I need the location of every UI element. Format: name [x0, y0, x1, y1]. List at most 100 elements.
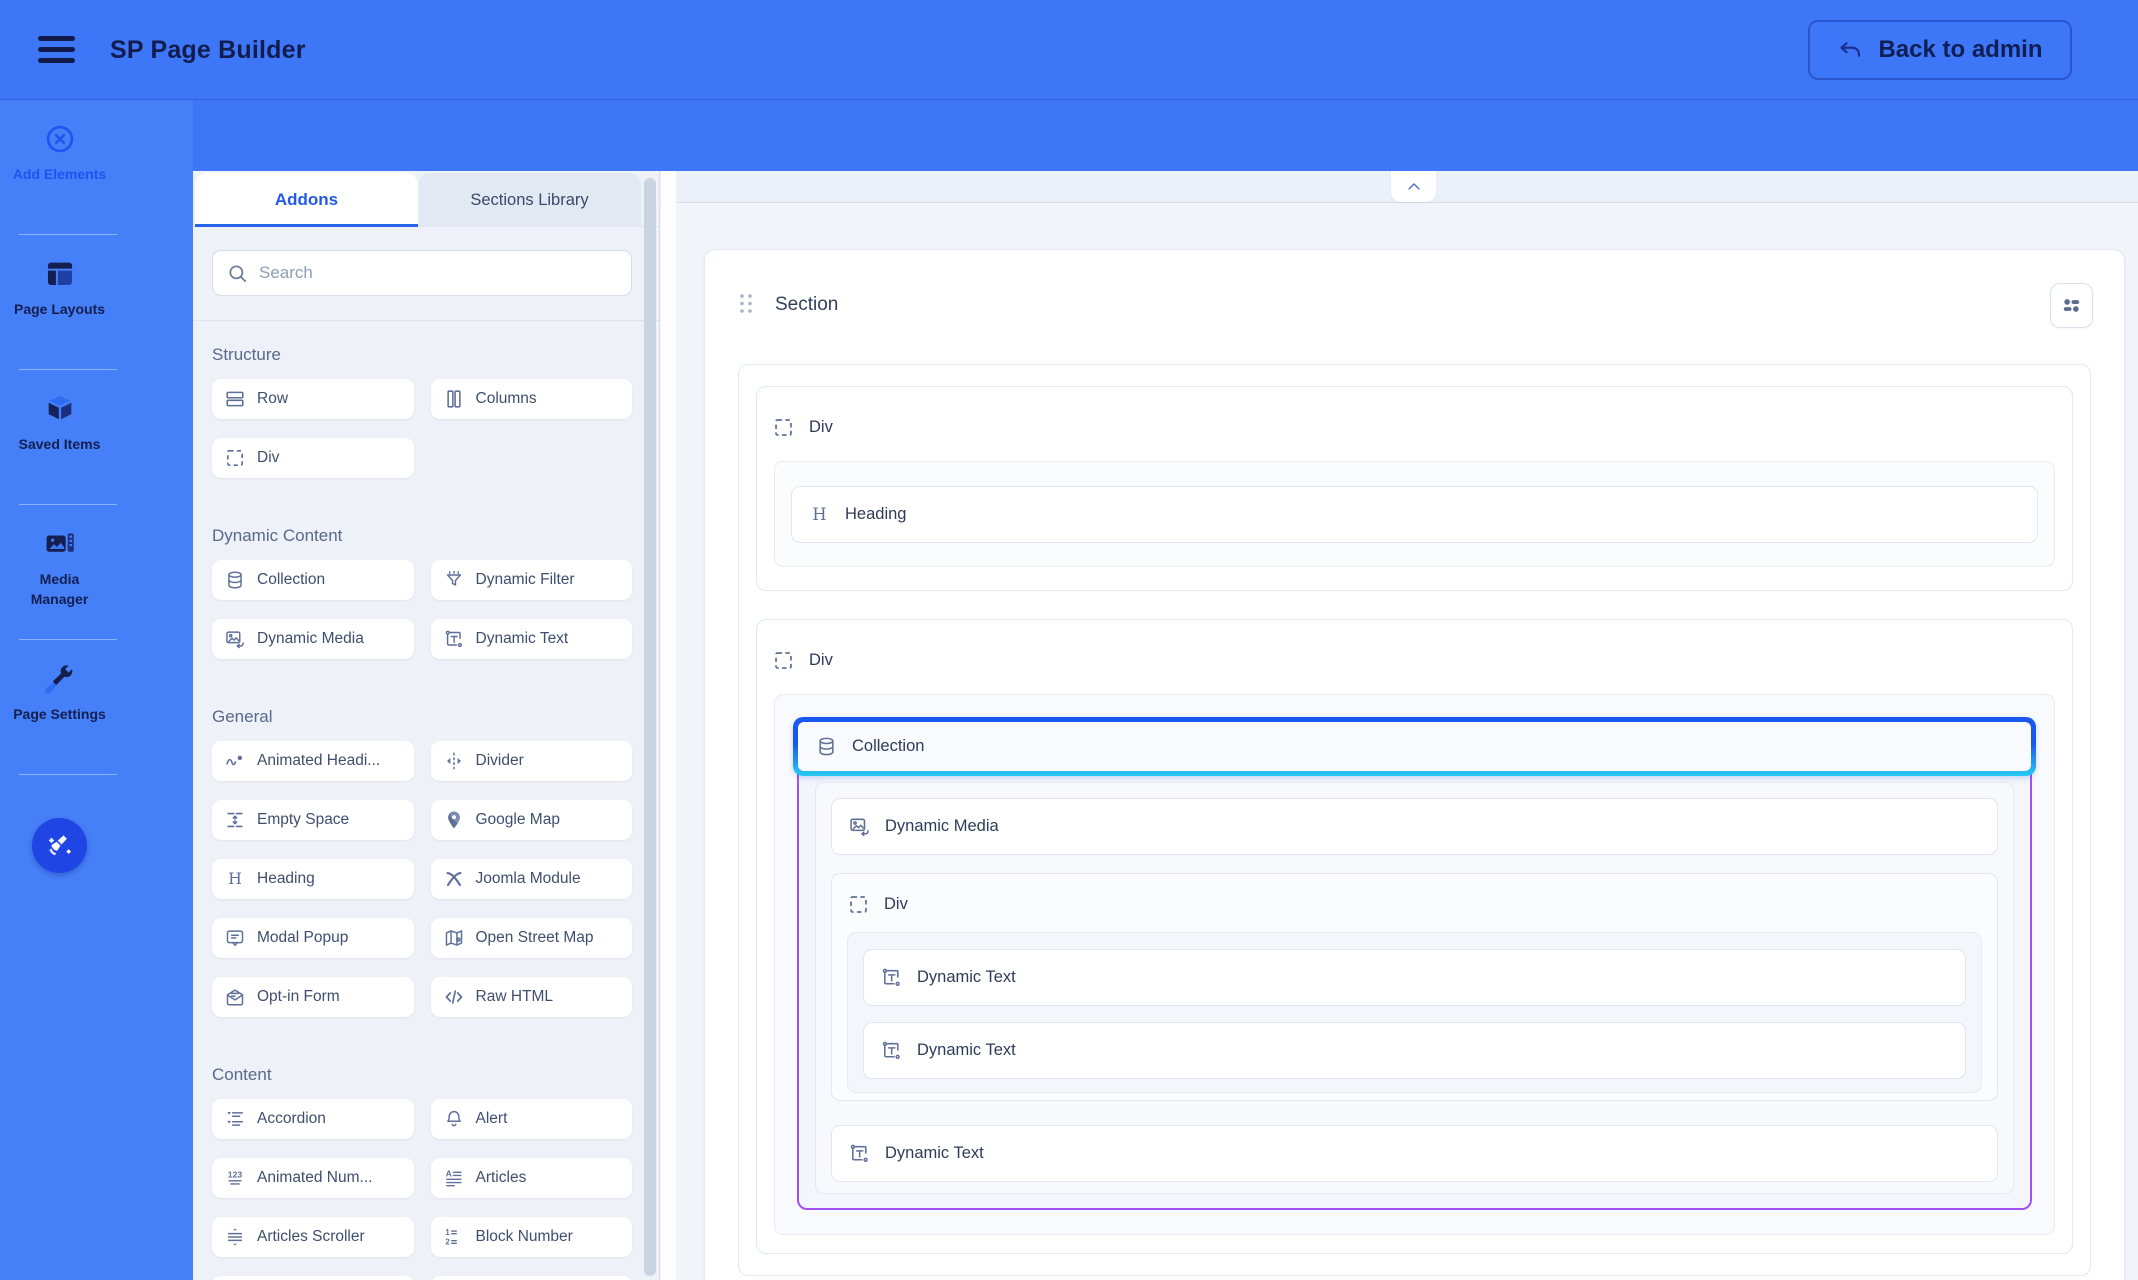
header-divider: [0, 99, 2138, 100]
addon-open-street-map[interactable]: Open Street Map: [430, 918, 632, 958]
addon-label: Animated Headi...: [257, 752, 381, 769]
dynamic-text-2-label: Dynamic Text: [917, 1041, 1016, 1059]
panel-scrollbar[interactable]: [644, 178, 656, 1276]
clear-page-fab-button[interactable]: [32, 818, 87, 873]
sidebar-item-label: Media Manager: [30, 571, 89, 607]
top-header: SP Page Builder Back to admin: [0, 0, 2138, 171]
search-input[interactable]: [259, 251, 625, 295]
addon-dynamic-media[interactable]: Dynamic Media: [212, 619, 414, 659]
addon-section-title: General: [212, 707, 273, 726]
addon-label: Collection: [257, 571, 326, 588]
sidebar-item-page-settings[interactable]: Page Settings: [0, 640, 119, 775]
collection-block-selected[interactable]: Collection: [793, 717, 2036, 776]
addon-section-title: Dynamic Content: [212, 526, 343, 545]
addon-grid: Accordion Alert 123 Animated Num... A Article…: [212, 1099, 632, 1280]
div-block-1[interactable]: Div H Heading: [756, 386, 2073, 591]
svg-text:H: H: [812, 505, 826, 524]
div-block-2[interactable]: Div Collection Dynam: [756, 619, 2073, 1254]
collapse-toolbar-tab[interactable]: [1391, 171, 1436, 202]
addon-dynamic-filter[interactable]: Dynamic Filter: [430, 560, 632, 600]
addon-label: Animated Num...: [257, 1169, 373, 1186]
empty-space-icon: [224, 809, 246, 831]
canvas-scrollbar-track[interactable]: [661, 171, 676, 1280]
div-block-2-header[interactable]: Div: [757, 620, 2072, 694]
addon-dynamic-text[interactable]: Dynamic Text: [430, 619, 632, 659]
addon-div[interactable]: Div: [212, 438, 414, 478]
sidebar-item-media-manager[interactable]: Media Manager: [0, 505, 119, 640]
articles-icon: A: [443, 1167, 465, 1189]
addon-label: Row: [257, 390, 289, 407]
div-block-3-header[interactable]: Div: [832, 874, 1997, 932]
section-options-button[interactable]: [2050, 283, 2093, 328]
addon-label: Div: [257, 449, 280, 466]
addon-label: Block Number: [475, 1228, 573, 1245]
sidebar-item-label: Page Settings: [13, 706, 106, 722]
tab-addons[interactable]: Addons: [195, 173, 418, 227]
heading-icon: H: [224, 868, 246, 890]
addon-heading[interactable]: H Heading: [212, 859, 414, 899]
addon-articles-scroller[interactable]: Articles Scroller: [212, 1217, 414, 1257]
dynamic-filter-icon: [443, 569, 465, 591]
sidebar-item-add-elements[interactable]: Add Elements: [0, 100, 119, 235]
addon-block-number[interactable]: 1 2 Block Number: [430, 1217, 632, 1257]
addon-label: Joomla Module: [475, 870, 581, 887]
columns-icon: [443, 388, 465, 410]
addon-card-partial[interactable]: [430, 1276, 632, 1280]
dynamic-media-block[interactable]: Dynamic Media: [831, 798, 1998, 855]
addon-alert[interactable]: Alert: [430, 1099, 632, 1139]
addon-raw-html[interactable]: Raw HTML: [430, 977, 632, 1017]
div-icon: [847, 893, 870, 916]
tab-sections-library[interactable]: Sections Library: [418, 173, 641, 227]
addon-label: Opt-in Form: [257, 988, 340, 1005]
addon-label: Raw HTML: [475, 988, 554, 1005]
row-icon: [224, 388, 246, 410]
dynamic-text-block-1[interactable]: Dynamic Text: [863, 949, 1966, 1006]
heading-block[interactable]: H Heading: [791, 486, 2038, 543]
svg-text:123: 123: [228, 1170, 243, 1180]
svg-text:2: 2: [445, 1237, 450, 1246]
collection-wrapper-selected: Collection Dynamic Media: [793, 717, 2036, 1210]
page-layouts-icon: [43, 256, 77, 292]
addon-articles[interactable]: A Articles: [430, 1158, 632, 1198]
addon-columns[interactable]: Columns: [430, 379, 632, 419]
dynamic-text-block-2[interactable]: Dynamic Text: [863, 1022, 1966, 1079]
div-block-1-inner: H Heading: [774, 461, 2055, 567]
menu-hamburger-icon[interactable]: [38, 36, 78, 64]
addon-card-partial[interactable]: [212, 1276, 414, 1280]
osm-icon: [443, 927, 465, 949]
divider-icon: [443, 750, 465, 772]
broom-icon: [45, 831, 75, 861]
addon-animated-headi[interactable]: Animated Headi...: [212, 741, 414, 781]
addon-section-structure: Structure Row Columns Div: [212, 345, 632, 478]
sidebar-item-saved-items[interactable]: Saved Items: [0, 370, 119, 505]
div-block-3[interactable]: Div Dynamic Text Dynamic Te: [831, 873, 1998, 1101]
alert-bell-icon: [443, 1108, 465, 1130]
addon-animated-num[interactable]: 123 Animated Num...: [212, 1158, 414, 1198]
sidebar-items: Add Elements Page Layouts Saved Items Media…: [0, 100, 119, 775]
div-icon: [772, 649, 795, 672]
addon-modal-popup[interactable]: Modal Popup: [212, 918, 414, 958]
dynamic-text-icon: [443, 628, 465, 650]
addon-joomla-module[interactable]: Joomla Module: [430, 859, 632, 899]
addon-label: Dynamic Filter: [475, 571, 575, 588]
collection-icon: [815, 735, 838, 758]
addon-row[interactable]: Row: [212, 379, 414, 419]
dynamic-text-block-3[interactable]: Dynamic Text: [831, 1125, 1998, 1182]
sidebar-item-page-layouts[interactable]: Page Layouts: [0, 235, 119, 370]
section-header: Section: [705, 250, 2124, 364]
back-to-admin-button[interactable]: Back to admin: [1808, 20, 2072, 80]
div-block-1-header[interactable]: Div: [757, 387, 2072, 461]
addon-collection[interactable]: Collection: [212, 560, 414, 600]
addon-divider[interactable]: Divider: [430, 741, 632, 781]
addon-accordion[interactable]: Accordion: [212, 1099, 414, 1139]
addon-google-map[interactable]: Google Map: [430, 800, 632, 840]
svg-text:1: 1: [445, 1228, 450, 1237]
addon-empty-space[interactable]: Empty Space: [212, 800, 414, 840]
addon-opt-in-form[interactable]: Opt-in Form: [212, 977, 414, 1017]
addon-grid: Collection Dynamic Filter Dynamic Media Dyn…: [212, 560, 632, 659]
dynamic-text-icon: [880, 966, 903, 989]
section-block[interactable]: Section Div H Heading: [704, 249, 2125, 1280]
drag-handle-icon[interactable]: [738, 292, 755, 315]
animated-heading-icon: [224, 750, 246, 772]
